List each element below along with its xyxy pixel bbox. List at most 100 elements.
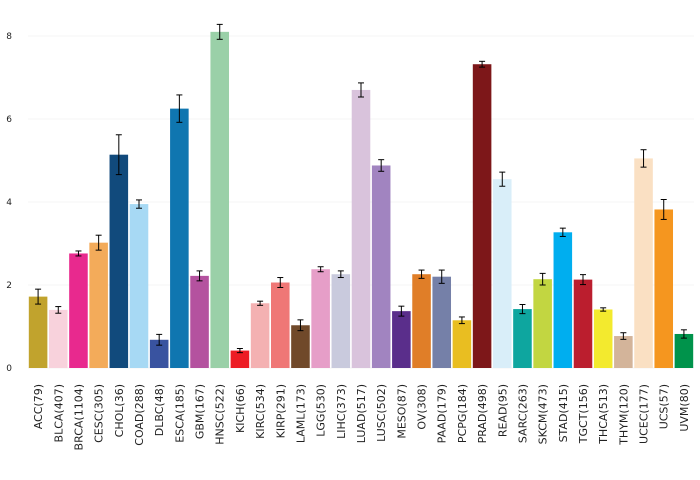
x-tick-label: BRCA(1104) [72,384,85,450]
error-bar [236,347,243,354]
error-bar [75,250,82,257]
error-bar [337,270,344,279]
error-bar [136,199,142,209]
x-tick-label: STAD(415) [557,384,570,442]
error-bar [358,82,364,98]
error-bar [438,269,445,284]
error-bar [600,307,607,312]
bar [533,279,552,368]
y-axis-ticks: 0 2 4 6 8 [6,32,12,374]
bar [190,275,209,368]
error-bar [55,306,62,314]
error-bar [418,269,425,279]
x-tick-label: COAD(288) [133,384,146,446]
x-tick-label: HNSC(522) [214,384,227,445]
bar [634,158,653,368]
bar [614,336,633,368]
bar [553,232,573,368]
x-tick-label: LGG(530) [315,384,328,437]
error-bar [378,159,385,172]
error-bar [277,277,284,288]
x-tick-label: KIRP(291) [274,384,287,438]
x-tick-label: TGCT(156) [577,384,590,444]
error-bar [458,316,465,325]
x-tick-label: PAAD(179) [436,384,449,443]
error-bar [519,304,526,315]
x-tick-label: PRAD(498) [476,384,489,443]
x-tick-label: LIHC(373) [335,384,348,439]
x-tick-label: OV(308) [416,384,429,430]
x-tick-label: SKCM(473) [537,384,550,444]
x-tick-label: CHOL(36) [113,384,126,437]
bar [654,209,674,368]
error-bar [216,23,223,40]
bar [392,311,411,368]
error-bar [539,272,546,286]
x-tick-label: GBM(167) [194,384,207,439]
x-tick-label: UCS(57) [658,384,671,429]
x-tick-label: BLCA(407) [52,384,65,442]
bar [371,165,391,368]
bar [573,279,593,368]
bar [210,31,230,368]
error-bar [35,288,42,305]
bar [89,242,108,368]
x-tick-label: DLBC(48) [153,384,166,436]
x-tick-label: THYM(120) [617,384,630,446]
x-tick-label: UCEC(177) [638,384,651,444]
x-tick-label: KIRC(534) [254,384,267,439]
y-tick-label: 4 [6,198,12,208]
error-bar [196,270,203,282]
error-bar [176,94,183,123]
error-bar [115,134,122,176]
error-bar [640,149,647,168]
bar [28,296,48,368]
bar [291,325,310,368]
x-tick-label: KICH(66) [234,384,247,433]
error-bar [479,60,486,68]
bar [593,309,613,368]
error-bar [660,199,667,220]
x-tick-label: READ(95) [496,384,509,437]
bar [412,274,431,368]
x-tick-label: UVM(80) [678,384,691,432]
bar [170,108,189,368]
bar [311,269,330,368]
y-tick-label: 2 [6,281,12,291]
error-bar [680,329,687,339]
bar [331,274,351,368]
error-bar [95,234,102,251]
bar [109,154,129,368]
x-tick-label: CESC(305) [93,384,106,443]
bar [472,64,492,368]
x-tick-label: ACC(79) [32,384,45,429]
bar [513,309,532,368]
error-bar [297,319,304,332]
bars [28,31,694,368]
error-bar [620,332,627,340]
x-tick-label: THCA(513) [597,384,610,445]
x-tick-label: LAML(173) [294,384,307,443]
bar [69,253,88,368]
bar [270,282,290,368]
bar [149,339,169,368]
error-bar [580,274,586,286]
x-tick-label: ESCA(185) [173,384,186,443]
bar [250,303,270,368]
bar [48,309,68,368]
bar [432,276,452,368]
bar [351,89,371,368]
y-tick-label: 6 [6,115,12,125]
error-bar [156,333,163,346]
x-tick-label: MESO(87) [395,384,408,439]
x-tick-label: LUAD(517) [355,384,368,443]
bar [230,350,250,368]
y-tick-label: 8 [6,32,12,42]
x-tick-label: PCPG(184) [456,384,469,443]
error-bar [257,300,264,306]
error-bar [317,266,324,273]
error-bar [398,305,405,317]
x-tick-label: SARC(263) [516,384,529,443]
x-axis-ticks: ACC(79) BLCA(407) BRCA(1104) CESC(305) CHOL(… [32,384,691,450]
